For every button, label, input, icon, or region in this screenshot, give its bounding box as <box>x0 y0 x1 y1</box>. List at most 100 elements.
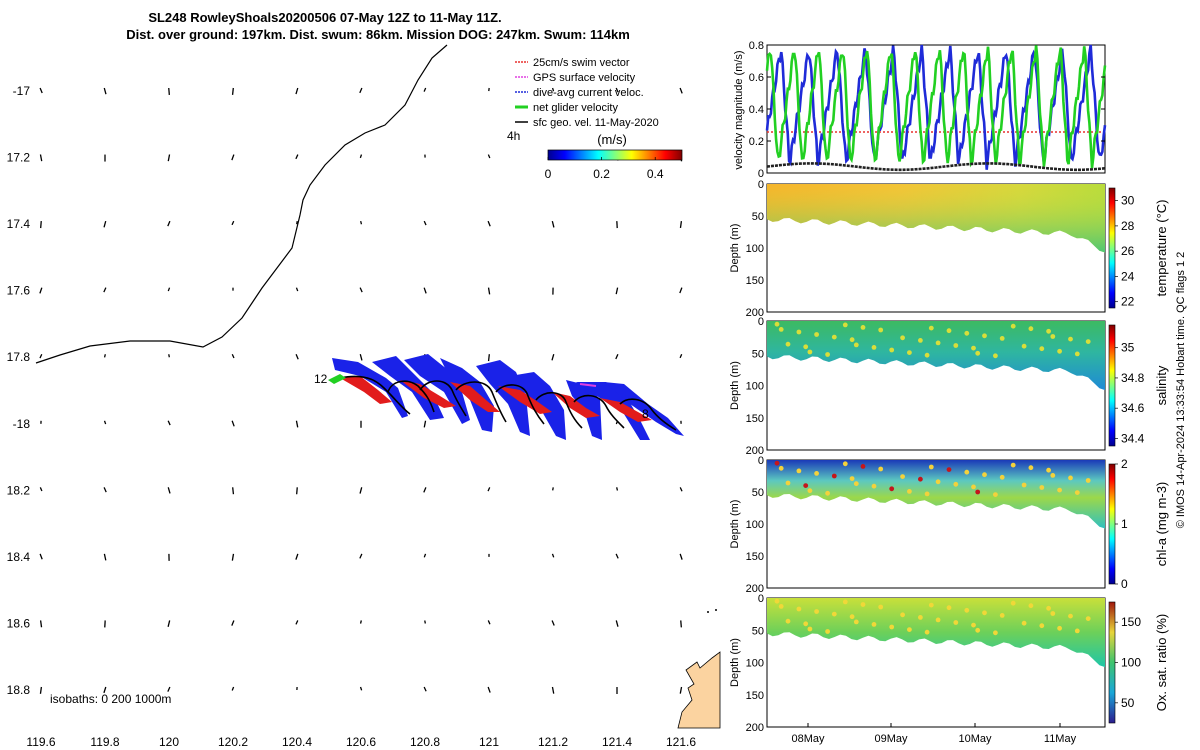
section-data-dot <box>814 471 819 476</box>
section-data-deep <box>767 184 1105 253</box>
section-y-tick-label: 150 <box>746 413 764 425</box>
section-data-dot <box>1074 490 1080 495</box>
section-3: 0 50 100 150 200 Depth (m) 50 100 150 Ox. sat. ra… <box>729 593 1169 734</box>
section-data-dot <box>878 327 884 333</box>
date-tick-label: 09May <box>874 733 908 745</box>
section-data-dot <box>1021 620 1027 626</box>
section-data-dot <box>1057 348 1062 354</box>
section-data-dot <box>1039 623 1045 629</box>
section-y-tick-label: 100 <box>746 243 764 255</box>
current-vector <box>296 487 298 495</box>
section-data-dot <box>918 476 923 482</box>
section-data-dot <box>878 604 884 610</box>
map-y-tick-label: -18 <box>13 417 31 431</box>
section-data-dot <box>918 338 923 343</box>
blue-vector-ribbon <box>576 382 650 440</box>
section-data-dot <box>878 466 884 472</box>
section-colorbar-tick-label: 22 <box>1121 295 1135 309</box>
map-x-tick-label: 120.8 <box>410 735 440 749</box>
section-y-tick-label: 0 <box>758 316 764 328</box>
section-colorbar-tick-label: 34.8 <box>1121 371 1145 385</box>
current-vector <box>551 620 555 626</box>
track-loop <box>619 398 677 431</box>
section-data-dot <box>946 328 952 334</box>
section-data-dot <box>982 333 987 339</box>
section-colorbar-label: salinity <box>1154 365 1169 405</box>
current-vector <box>487 154 491 159</box>
current-vector <box>552 487 554 491</box>
map-x-tick-label: 120 <box>159 735 179 749</box>
velocity-y-tick-label: 0.4 <box>749 104 764 116</box>
section-y-tick-label: 0 <box>758 455 764 467</box>
current-vector <box>39 487 43 492</box>
section-data-dot <box>778 465 784 471</box>
current-vector <box>39 353 43 359</box>
section-colorbar-label: chl-a (mg m-3) <box>1154 482 1169 567</box>
track-loop <box>535 391 583 429</box>
section-colorbar-tick-label: 26 <box>1121 244 1135 258</box>
section-data-dot <box>975 627 981 633</box>
section-data-dot <box>946 467 952 472</box>
current-vector <box>487 487 491 492</box>
section-data-dot <box>924 352 930 358</box>
section-data-dot <box>774 460 780 466</box>
section-data-dot <box>889 486 895 492</box>
section-data-dot <box>814 332 819 337</box>
map-y-tick-label: 17.2 <box>7 151 31 165</box>
section-data-dot <box>1010 323 1016 329</box>
section-y-tick-label: 100 <box>746 381 764 393</box>
section-data-dot <box>918 615 923 620</box>
current-vector <box>487 220 491 227</box>
map-y-tick-label: 17.8 <box>7 350 31 364</box>
map-y-axis: -17 17.2 17.4 17.6 17.8 -18 18.2 18.4 18.6 18.8 <box>7 84 31 697</box>
current-vector <box>295 420 299 428</box>
section-data-dot <box>924 491 930 497</box>
section-data-dot <box>778 604 784 609</box>
current-vector <box>359 87 363 94</box>
current-vector <box>295 620 299 625</box>
section-data-dot <box>953 481 959 487</box>
current-vector <box>168 87 170 95</box>
section-data-dot <box>825 352 830 357</box>
current-vector <box>680 620 682 628</box>
red-swim-ribbon <box>498 386 552 414</box>
current-vector <box>295 553 299 560</box>
section-y-tick-label: 50 <box>752 625 764 637</box>
section-data-dot <box>849 614 855 620</box>
current-vector <box>103 287 107 293</box>
current-vector <box>423 287 427 294</box>
section-colorbar-tick-label: 34.6 <box>1121 401 1145 415</box>
date-tick-label: 10May <box>958 733 992 745</box>
section-data-dot <box>774 321 780 327</box>
legend-label: net glider velocity <box>533 102 618 114</box>
section-data-dot <box>971 484 976 490</box>
track-label-end: 8 <box>642 407 649 421</box>
current-vector <box>615 620 619 627</box>
current-vector <box>679 87 683 94</box>
section-data-dot <box>953 620 959 625</box>
section-colorbar-tick-label: 28 <box>1121 219 1135 233</box>
current-vector <box>679 353 683 359</box>
current-vector <box>295 353 299 360</box>
current-vector <box>616 487 619 491</box>
current-vector <box>551 553 555 558</box>
section-data-dot <box>1010 600 1016 606</box>
section-data-dot <box>853 342 859 348</box>
section-data-dot <box>999 336 1005 341</box>
blue-vector-ribbon <box>332 358 408 418</box>
legend-label: sfc geo. vel. 11-May-2020 <box>533 117 659 129</box>
current-vector <box>103 487 107 493</box>
net-glider-velocity-start <box>328 374 346 384</box>
section-data-dot <box>1028 326 1034 332</box>
section-data-dot <box>807 626 813 632</box>
section-data-dot <box>946 605 952 611</box>
current-vector <box>39 553 43 560</box>
section-data-dot <box>807 488 813 494</box>
section-data-dot <box>778 327 784 332</box>
blue-vector-ribbon <box>372 356 444 420</box>
current-vector <box>167 154 171 162</box>
section-colorbar-label: Ox. sat. ratio (%) <box>1154 614 1169 712</box>
current-vector <box>423 420 427 428</box>
island-dot <box>707 611 709 613</box>
track-loop <box>495 384 545 425</box>
